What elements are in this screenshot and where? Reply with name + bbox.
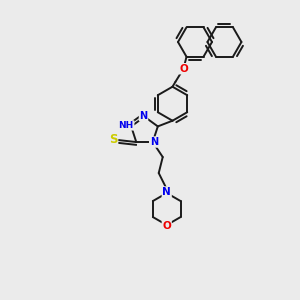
- Text: O: O: [179, 64, 188, 74]
- Text: N: N: [162, 187, 171, 197]
- Text: S: S: [109, 133, 118, 146]
- Text: N: N: [150, 137, 158, 147]
- Text: NH: NH: [118, 121, 134, 130]
- Text: N: N: [140, 111, 148, 121]
- Text: O: O: [162, 221, 171, 231]
